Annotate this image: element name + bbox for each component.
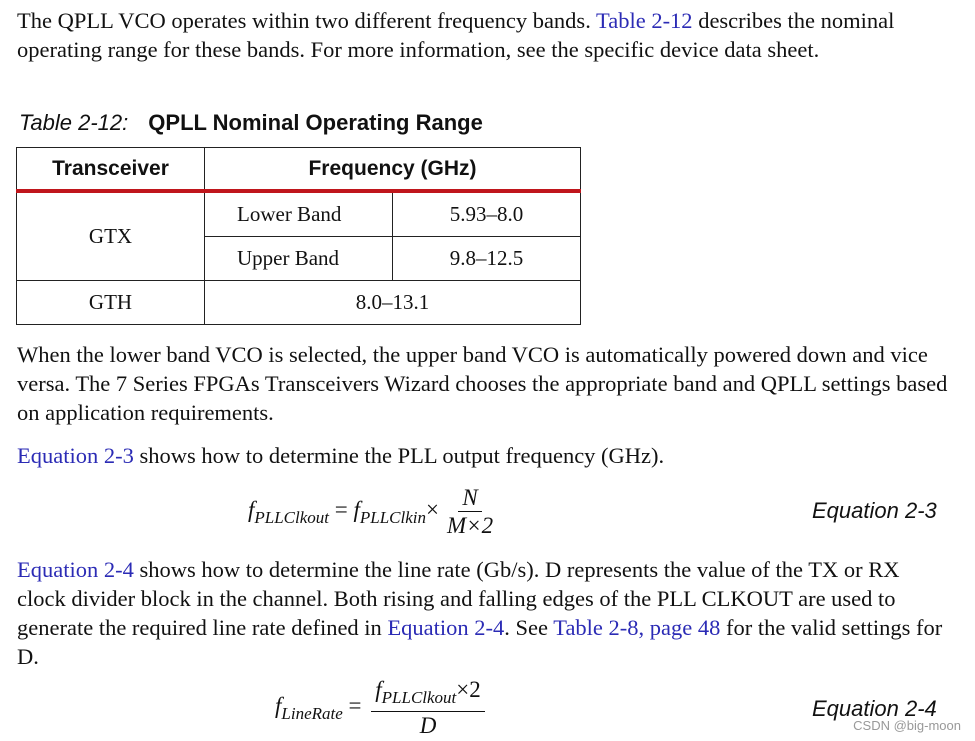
cell: 8.0–13.1 [204,280,581,325]
watermark: CSDN @big-moon [853,718,961,733]
table-caption: Table 2-12: QPLL Nominal Operating Range [19,110,483,136]
equation-label: Equation 2-3 [812,498,937,523]
cell: 5.93–8.0 [392,190,581,237]
formula: fPLLClkout = fPLLClkin× N M×2 [248,484,497,539]
table: Transceiver Frequency (GHz) GTX Lower Band… [16,147,581,325]
denominator: D [419,713,437,738]
symbol: f [248,496,255,522]
operator: = [348,692,362,718]
symbol: f [353,496,360,522]
operator: ×2 [456,677,481,702]
cell: GTX [16,190,205,281]
symbol: f [275,692,282,718]
header-cell: Transceiver [16,147,205,193]
header-cell: Frequency (GHz) [204,147,581,193]
text: . See [504,615,554,640]
fraction: fPLLClkout×2 D [371,676,485,739]
cell: Upper Band [204,236,393,281]
text: for the valid settings for D. [17,615,943,669]
cell: 9.8–12.5 [392,236,581,281]
caption-label: Table 2-12: [19,110,129,135]
cell: Lower Band [204,190,393,237]
text: When the lower band VCO is selected, the… [17,342,948,425]
paragraph: Equation 2-3 shows how to determine the … [17,441,952,470]
operator: × [426,496,439,522]
operator: = [334,496,348,522]
text: shows how to determine the line rate (Gb… [17,557,900,640]
denominator: M×2 [447,513,494,538]
link[interactable]: Equation 2-4 [387,615,505,640]
link[interactable]: Table 2-8, page 48 [553,615,721,640]
subscript: PLLClkin [359,507,427,527]
link[interactable]: Table 2-12 [596,8,693,33]
subscript: LineRate [281,703,343,723]
paragraph: When the lower band VCO is selected, the… [17,340,952,427]
link[interactable]: Equation 2-3 [17,443,134,468]
numerator: fPLLClkout×2 [371,676,485,712]
text: The QPLL VCO operates within two differe… [17,8,597,33]
subscript: PLLClkout [381,688,457,707]
caption-title: QPLL Nominal Operating Range [148,110,483,135]
link[interactable]: Equation 2-4 [17,557,134,582]
formula: fLineRate = fPLLClkout×2 D [275,676,485,739]
paragraph: Equation 2-4 shows how to determine the … [17,555,952,671]
text: describes the nominal operating range fo… [17,8,895,62]
subscript: PLLClkout [254,507,330,527]
symbol: f [375,677,382,702]
paragraph: The QPLL VCO operates within two differe… [17,6,952,64]
cell: GTH [16,280,205,325]
numerator: N [458,484,482,512]
text: shows how to determine the PLL output fr… [133,443,665,468]
fraction: N M×2 [443,484,497,539]
equation-label: Equation 2-4 [812,696,937,721]
